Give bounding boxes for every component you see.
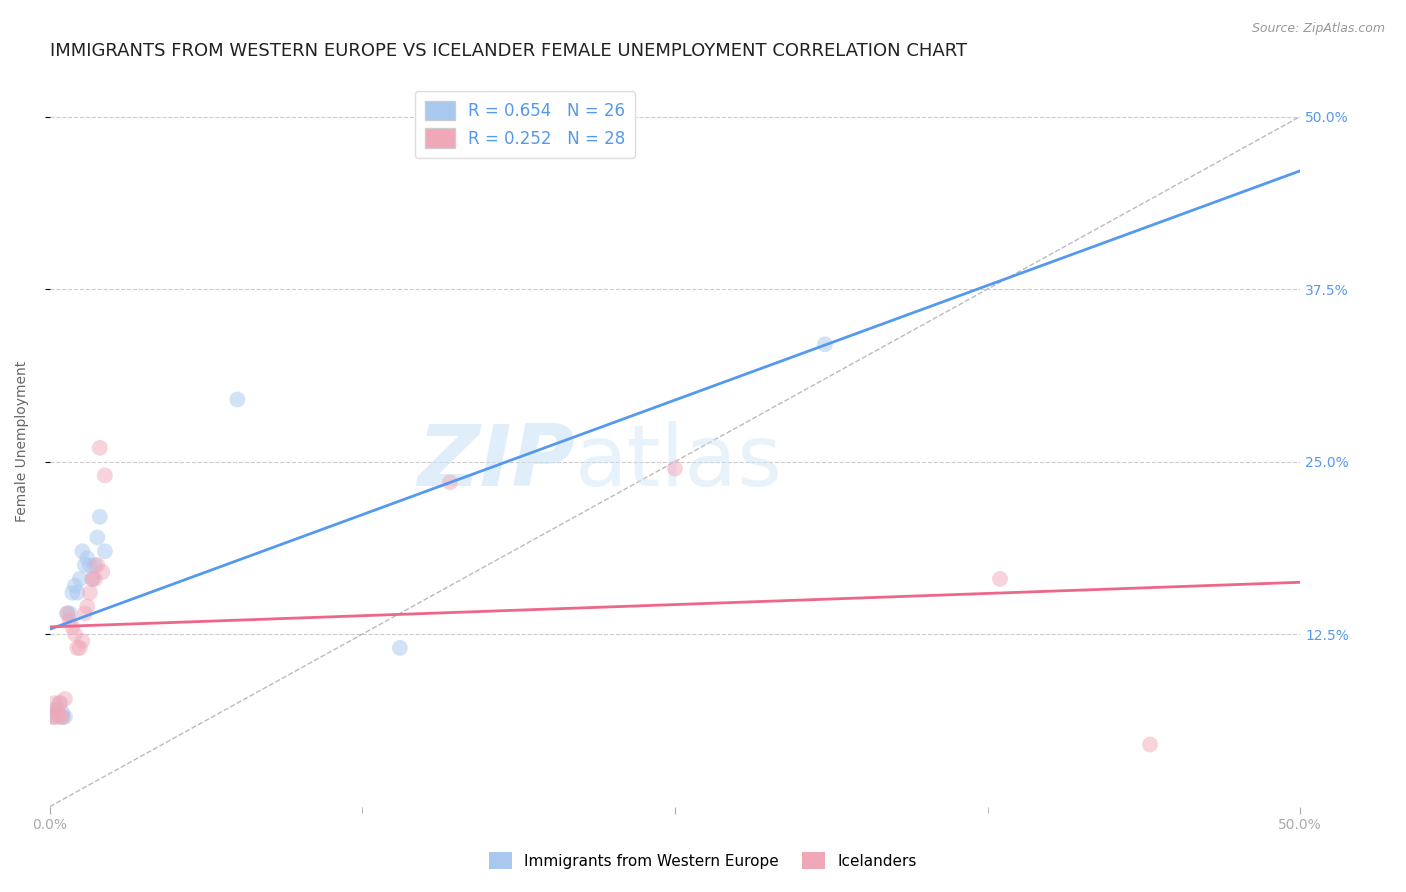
Legend: Immigrants from Western Europe, Icelanders: Immigrants from Western Europe, Icelande… — [484, 846, 922, 875]
Point — [988, 572, 1011, 586]
Text: Source: ZipAtlas.com: Source: ZipAtlas.com — [1251, 22, 1385, 36]
Point — [76, 551, 98, 566]
Point — [53, 692, 76, 706]
Point — [60, 585, 83, 599]
Point — [53, 710, 76, 724]
Point — [41, 710, 63, 724]
Point — [49, 696, 72, 710]
Point — [44, 710, 66, 724]
Point — [69, 572, 91, 586]
Point — [46, 703, 69, 717]
Point — [44, 710, 66, 724]
Point — [439, 475, 461, 490]
Point — [73, 607, 96, 621]
Text: ZIP: ZIP — [418, 421, 575, 504]
Point — [60, 620, 83, 634]
Point — [56, 607, 79, 621]
Point — [94, 544, 117, 558]
Text: atlas: atlas — [575, 421, 783, 504]
Point — [79, 558, 101, 573]
Point — [73, 558, 96, 573]
Point — [56, 607, 79, 621]
Point — [51, 710, 73, 724]
Point — [41, 706, 63, 720]
Point — [46, 706, 69, 720]
Point — [86, 558, 108, 573]
Point — [72, 634, 94, 648]
Text: IMMIGRANTS FROM WESTERN EUROPE VS ICELANDER FEMALE UNEMPLOYMENT CORRELATION CHAR: IMMIGRANTS FROM WESTERN EUROPE VS ICELAN… — [49, 42, 967, 60]
Point — [51, 710, 73, 724]
Point — [76, 599, 98, 614]
Point — [79, 585, 101, 599]
Y-axis label: Female Unemployment: Female Unemployment — [15, 360, 30, 522]
Point — [66, 640, 89, 655]
Legend: R = 0.654   N = 26, R = 0.252   N = 28: R = 0.654 N = 26, R = 0.252 N = 28 — [415, 91, 636, 158]
Point — [1139, 738, 1161, 752]
Point — [94, 468, 117, 483]
Point — [44, 696, 66, 710]
Point — [72, 544, 94, 558]
Point — [83, 558, 105, 573]
Point — [63, 627, 86, 641]
Point — [388, 640, 411, 655]
Point — [86, 531, 108, 545]
Point — [89, 441, 111, 455]
Point — [226, 392, 249, 407]
Point — [69, 640, 91, 655]
Point — [82, 572, 104, 586]
Point — [49, 696, 72, 710]
Point — [82, 572, 104, 586]
Point — [814, 337, 837, 351]
Point — [83, 572, 105, 586]
Point — [44, 703, 66, 717]
Point — [89, 509, 111, 524]
Point — [91, 565, 114, 579]
Point — [66, 585, 89, 599]
Point — [51, 706, 73, 720]
Point — [49, 710, 72, 724]
Point — [664, 461, 686, 475]
Point — [59, 613, 82, 627]
Point — [63, 579, 86, 593]
Point — [59, 607, 82, 621]
